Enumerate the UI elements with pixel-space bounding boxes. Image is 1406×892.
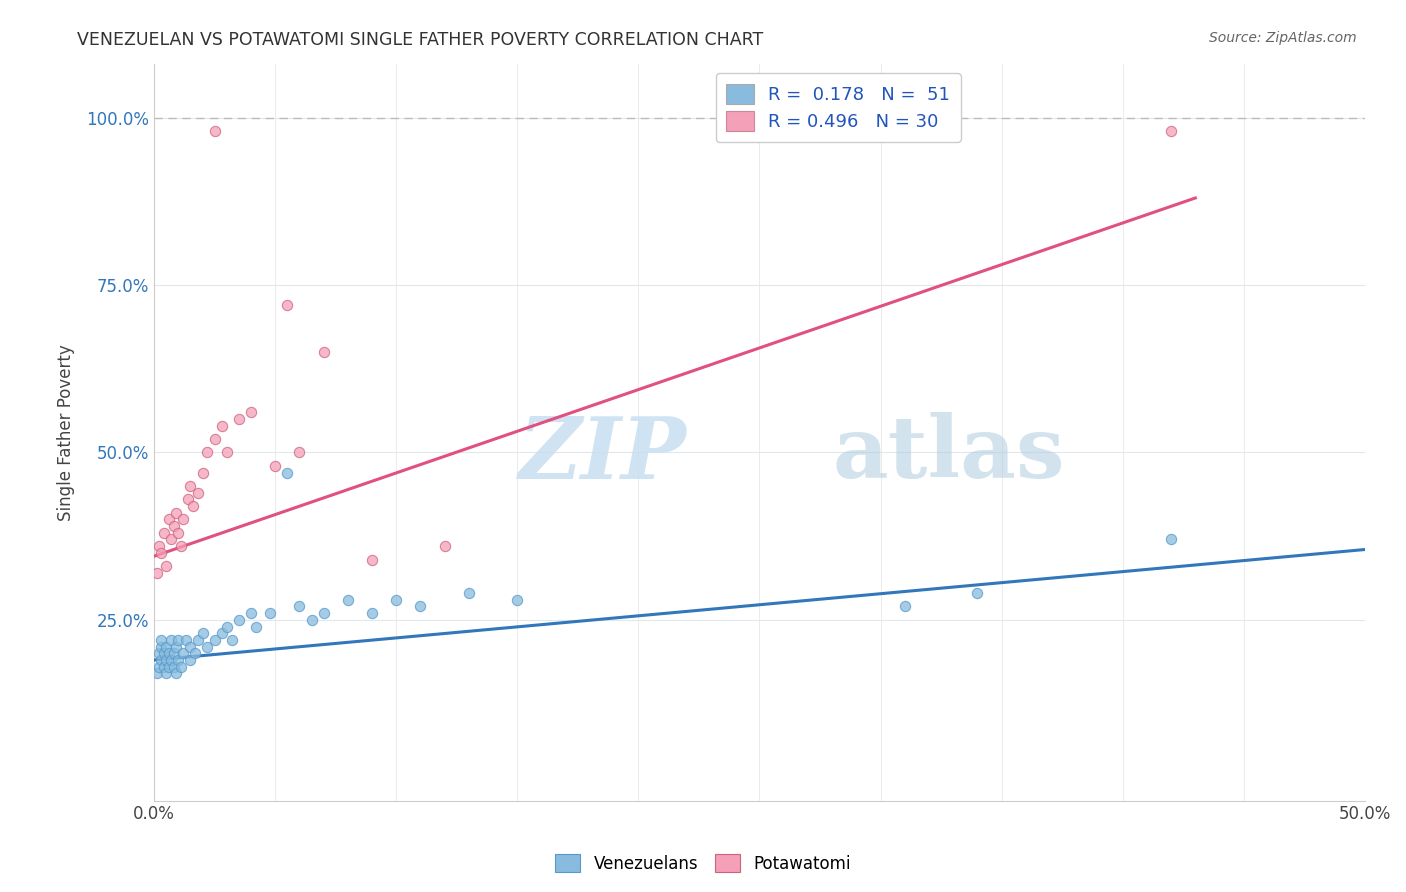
Point xyxy=(148,539,170,553)
Point xyxy=(179,479,201,493)
Point xyxy=(177,492,200,507)
Point xyxy=(1160,533,1182,547)
Text: ZIP: ZIP xyxy=(519,413,688,496)
Point xyxy=(204,432,226,446)
Point xyxy=(165,640,187,654)
Point xyxy=(221,632,243,647)
Point xyxy=(245,619,267,633)
Point xyxy=(409,599,432,614)
Point xyxy=(157,512,180,526)
Point xyxy=(153,659,176,673)
Point xyxy=(301,613,323,627)
Text: atlas: atlas xyxy=(832,412,1064,497)
Point xyxy=(264,458,287,473)
Point xyxy=(162,646,184,660)
Point xyxy=(150,653,173,667)
Point xyxy=(894,599,917,614)
Point xyxy=(1160,124,1182,138)
Point xyxy=(172,646,194,660)
Legend: R =  0.178   N =  51, R = 0.496   N = 30: R = 0.178 N = 51, R = 0.496 N = 30 xyxy=(716,73,960,142)
Point xyxy=(148,646,170,660)
Point xyxy=(215,445,238,459)
Point xyxy=(361,606,384,620)
Point xyxy=(150,632,173,647)
Point xyxy=(276,466,298,480)
Point xyxy=(150,546,173,560)
Point xyxy=(179,640,201,654)
Point xyxy=(165,666,187,681)
Text: VENEZUELAN VS POTAWATOMI SINGLE FATHER POVERTY CORRELATION CHART: VENEZUELAN VS POTAWATOMI SINGLE FATHER P… xyxy=(77,31,763,49)
Point xyxy=(312,606,335,620)
Point xyxy=(155,559,177,574)
Point xyxy=(433,539,456,553)
Point xyxy=(204,632,226,647)
Point xyxy=(336,592,359,607)
Point xyxy=(197,640,219,654)
Point xyxy=(506,592,529,607)
Point xyxy=(167,632,190,647)
Point xyxy=(181,499,204,513)
Point xyxy=(160,632,183,647)
Point xyxy=(211,626,233,640)
Point xyxy=(170,539,193,553)
Point xyxy=(160,653,183,667)
Point xyxy=(228,613,250,627)
Point xyxy=(148,659,170,673)
Point xyxy=(145,566,167,580)
Point xyxy=(184,646,207,660)
Point xyxy=(204,124,226,138)
Point xyxy=(155,640,177,654)
Point xyxy=(276,298,298,312)
Point xyxy=(228,412,250,426)
Point xyxy=(240,405,263,419)
Point xyxy=(187,485,209,500)
Point xyxy=(215,619,238,633)
Y-axis label: Single Father Poverty: Single Father Poverty xyxy=(58,344,75,521)
Point xyxy=(155,653,177,667)
Point xyxy=(160,533,183,547)
Point xyxy=(174,632,197,647)
Point xyxy=(385,592,408,607)
Point xyxy=(165,506,187,520)
Point xyxy=(259,606,281,620)
Point xyxy=(157,659,180,673)
Point xyxy=(145,666,167,681)
Point xyxy=(288,599,311,614)
Point xyxy=(361,552,384,566)
Point xyxy=(187,632,209,647)
Point xyxy=(966,586,988,600)
Point xyxy=(172,512,194,526)
Point xyxy=(458,586,481,600)
Point xyxy=(155,666,177,681)
Point xyxy=(312,345,335,359)
Point xyxy=(179,653,201,667)
Point xyxy=(167,653,190,667)
Point xyxy=(197,445,219,459)
Point xyxy=(150,640,173,654)
Point xyxy=(240,606,263,620)
Point xyxy=(191,626,214,640)
Point xyxy=(170,659,193,673)
Legend: Venezuelans, Potawatomi: Venezuelans, Potawatomi xyxy=(548,847,858,880)
Point xyxy=(162,659,184,673)
Point xyxy=(162,519,184,533)
Point xyxy=(288,445,311,459)
Point xyxy=(157,646,180,660)
Point xyxy=(167,525,190,540)
Point xyxy=(191,466,214,480)
Point xyxy=(211,418,233,433)
Point xyxy=(153,646,176,660)
Point xyxy=(153,525,176,540)
Text: Source: ZipAtlas.com: Source: ZipAtlas.com xyxy=(1209,31,1357,45)
